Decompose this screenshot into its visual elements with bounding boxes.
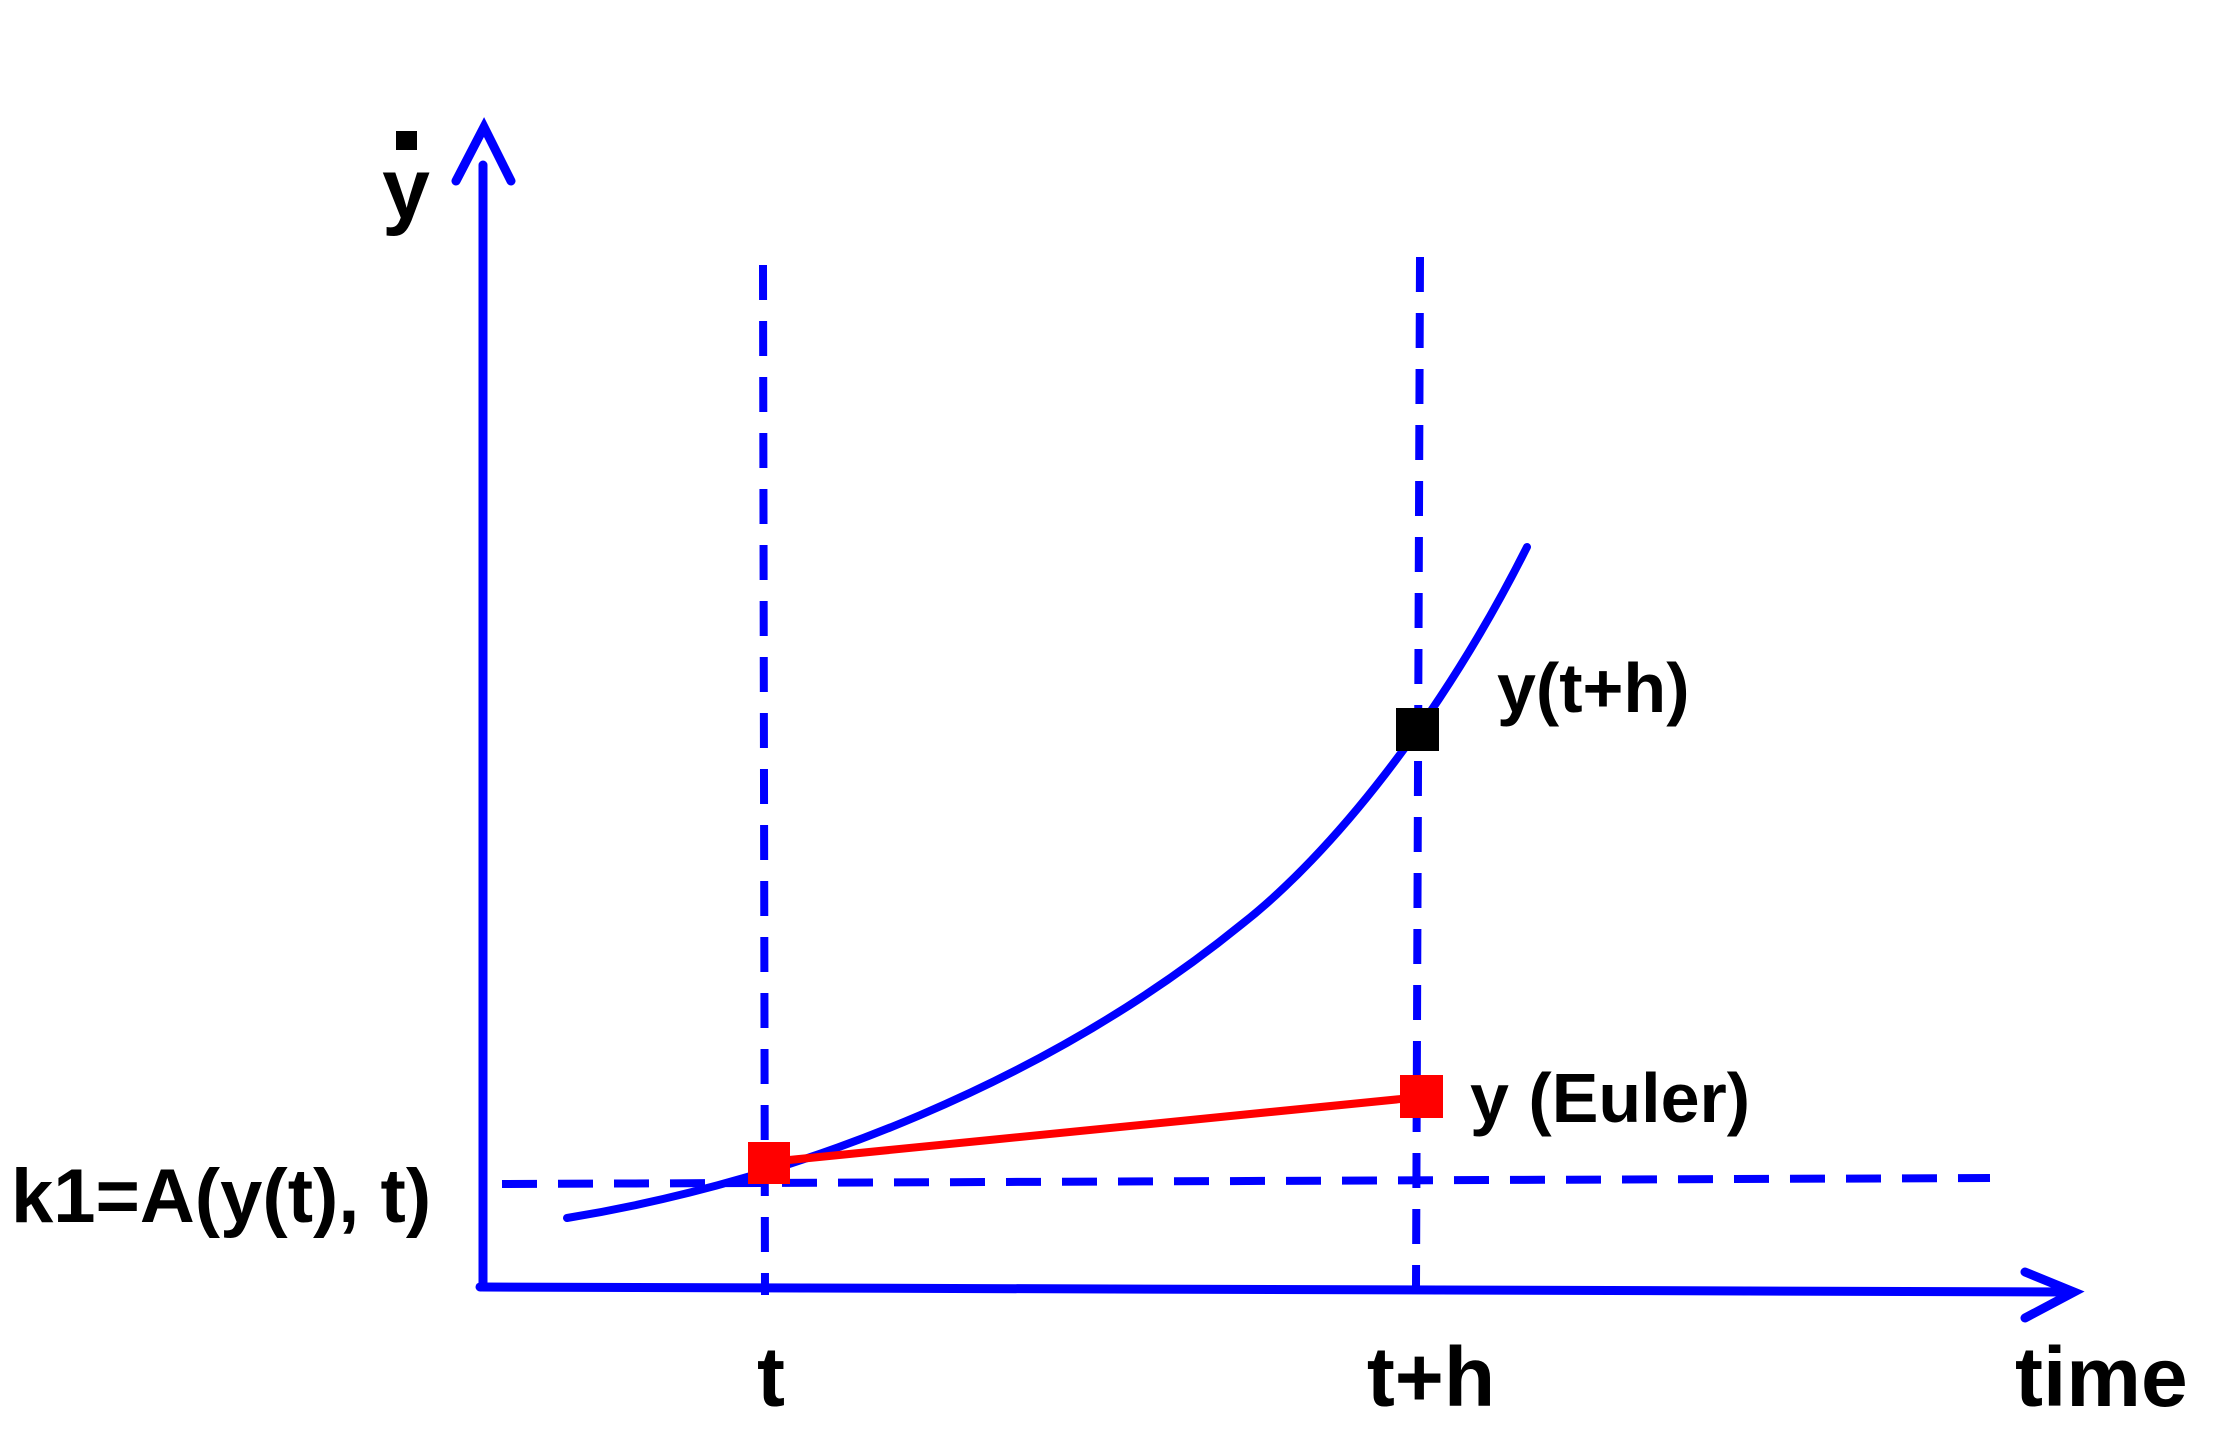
y-axis-arrow bbox=[451, 117, 516, 186]
t-plus-h-label: t+h bbox=[1367, 1330, 1495, 1424]
x-axis-arrow bbox=[2020, 1267, 2085, 1323]
time-label: time bbox=[2015, 1330, 2188, 1424]
euler-label: y (Euler) bbox=[1470, 1059, 1750, 1137]
start-point bbox=[748, 1142, 790, 1184]
y-axis-label: y bbox=[382, 141, 430, 237]
exact-point bbox=[1396, 708, 1439, 751]
t-plus-h-guide bbox=[1412, 256, 1424, 1288]
euler-step bbox=[768, 1093, 1422, 1166]
x-axis bbox=[475, 1282, 2075, 1297]
y-dot bbox=[396, 131, 417, 150]
solution-curve bbox=[563, 543, 1531, 1222]
t-label: t bbox=[757, 1330, 785, 1424]
t-guide bbox=[759, 264, 769, 1296]
exact-label: y(t+h) bbox=[1497, 649, 1690, 727]
k1-label: k1=A(y(t), t) bbox=[11, 1154, 431, 1239]
euler-point bbox=[1400, 1075, 1443, 1118]
